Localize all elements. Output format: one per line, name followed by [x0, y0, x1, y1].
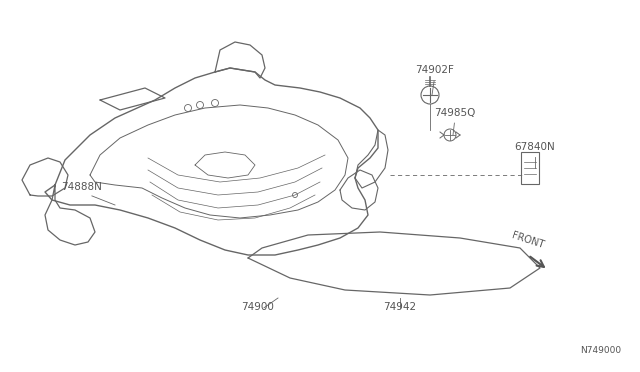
- Text: 67840N: 67840N: [515, 142, 556, 152]
- Text: 74902F: 74902F: [415, 65, 454, 75]
- Bar: [521, 152, 539, 184]
- Text: FRONT: FRONT: [510, 230, 545, 250]
- Text: 74888N: 74888N: [61, 182, 102, 192]
- Text: 74942: 74942: [383, 302, 417, 312]
- Text: 74985Q: 74985Q: [435, 108, 476, 118]
- Text: N749000: N749000: [580, 346, 621, 355]
- Text: 74900: 74900: [241, 302, 275, 312]
